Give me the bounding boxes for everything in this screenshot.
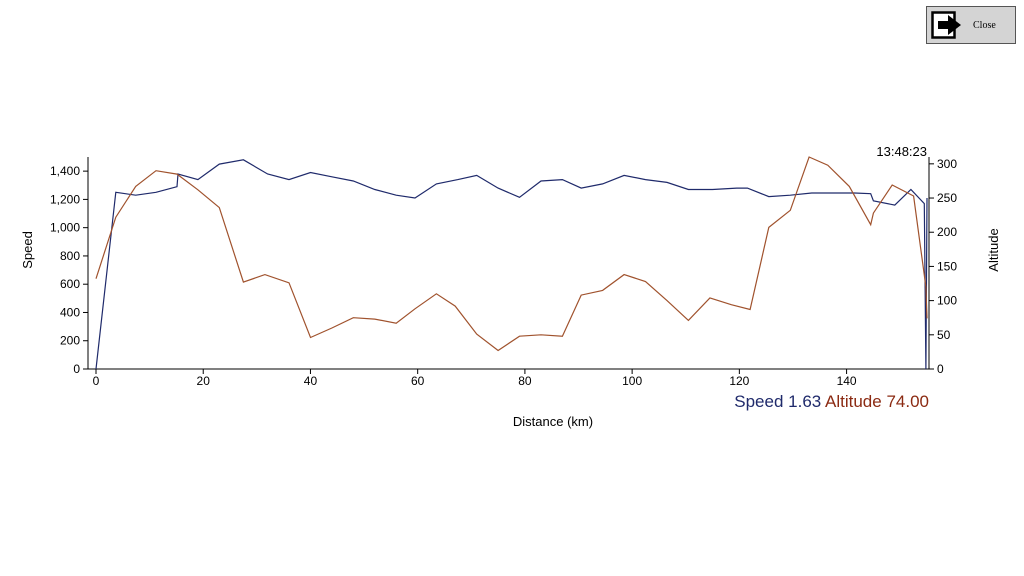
value-readout: Speed 1.63 Altitude 74.00 — [734, 392, 929, 411]
x-tick-label: 60 — [411, 374, 425, 388]
y2-tick-label: 250 — [937, 191, 957, 205]
x-tick-label: 20 — [197, 374, 211, 388]
y-tick-label: 1,400 — [50, 164, 80, 178]
y-tick-label: 800 — [60, 249, 80, 263]
x-tick-label: 0 — [93, 374, 100, 388]
series-line-altitude — [95, 156, 928, 352]
y2-tick-label: 0 — [937, 362, 944, 376]
y2-tick-label: 200 — [937, 225, 957, 239]
x-tick-label: 40 — [304, 374, 318, 388]
y-tick-label: 600 — [60, 277, 80, 291]
y2-axis-title: Altitude — [986, 228, 1001, 271]
x-tick-label: 80 — [518, 374, 532, 388]
series-line-speed — [95, 159, 928, 370]
y-tick-label: 1,200 — [50, 192, 80, 206]
y-tick-label: 1,000 — [50, 221, 80, 235]
y2-tick-label: 300 — [937, 157, 957, 171]
altitude-readout-value: 74.00 — [886, 392, 929, 411]
x-tick-label: 120 — [729, 374, 749, 388]
y-tick-label: 200 — [60, 334, 80, 348]
y-tick-label: 400 — [60, 305, 80, 319]
speed-readout-value: 1.63 — [788, 392, 825, 411]
y2-tick-label: 100 — [937, 294, 957, 308]
x-tick-label: 100 — [622, 374, 642, 388]
y2-tick-label: 150 — [937, 259, 957, 273]
x-tick-label: 140 — [837, 374, 857, 388]
exit-arrow-icon — [930, 10, 964, 40]
y-tick-label: 0 — [73, 362, 80, 376]
altitude-readout-label: Altitude — [825, 392, 886, 411]
close-label: Close — [973, 19, 996, 31]
y2-tick-label: 50 — [937, 328, 951, 342]
close-button[interactable]: Close — [926, 6, 1016, 44]
speed-readout-label: Speed — [734, 392, 788, 411]
y-axis-title: Speed — [20, 231, 35, 269]
timestamp: 13:48:23 — [876, 144, 927, 159]
x-axis-title: Distance (km) — [513, 414, 593, 429]
